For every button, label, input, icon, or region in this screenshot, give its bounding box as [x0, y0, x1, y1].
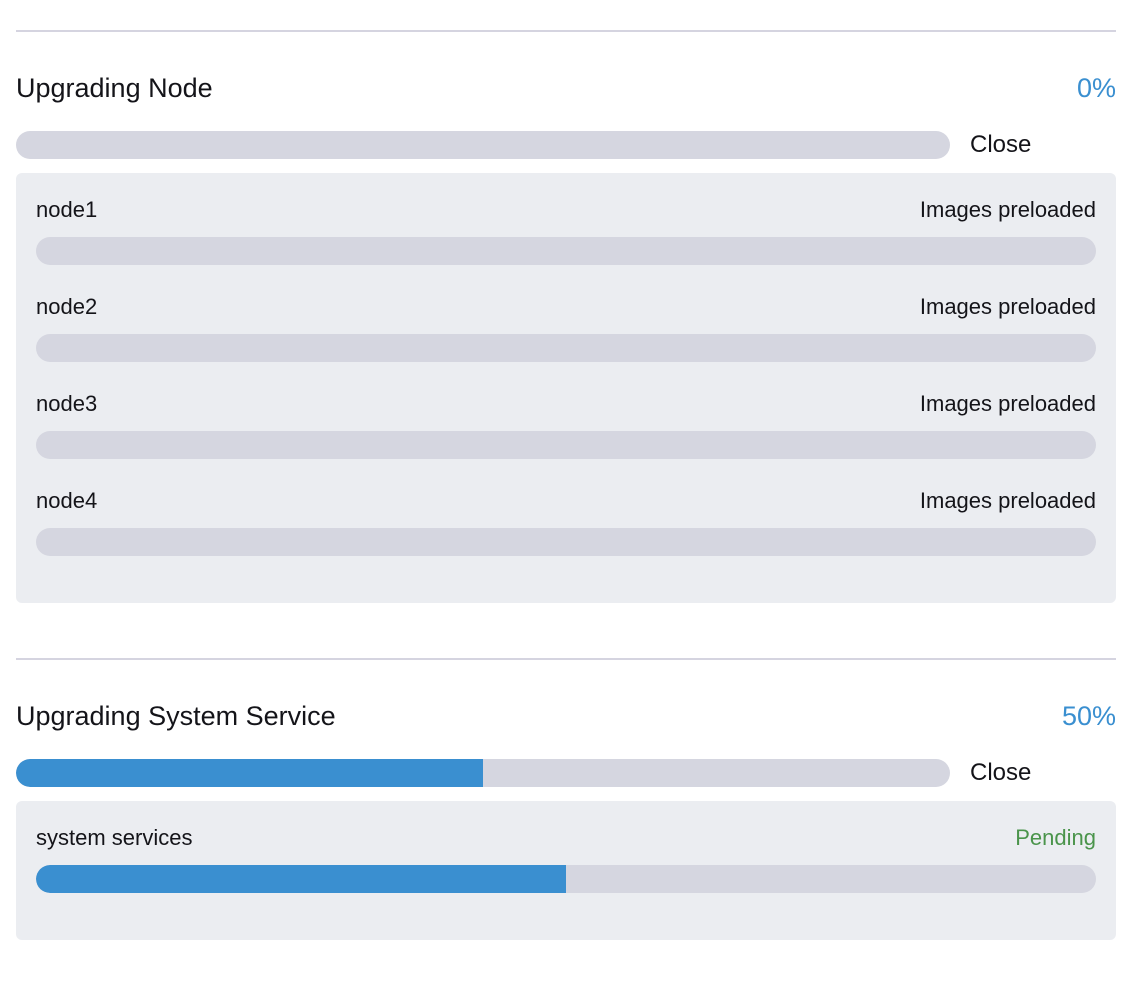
node-name-label: node4 [36, 488, 98, 513]
node-name-label: node2 [36, 294, 98, 319]
node-status-label: Images preloaded [919, 391, 1096, 416]
section-title: Upgrading Node [16, 73, 213, 103]
close-button[interactable]: Close [970, 759, 1032, 786]
service-progressbar-fill [36, 865, 566, 893]
node-name-label: node1 [36, 197, 98, 222]
progress-row: node1 Images preloaded [36, 197, 1096, 265]
overall-progressbar [16, 759, 950, 787]
service-progress-panel: system services Pending [16, 801, 1116, 940]
service-status-label: Pending [1015, 825, 1096, 850]
node-name-label: node3 [36, 391, 98, 416]
node-progressbar [36, 431, 1096, 459]
overall-progressbar [16, 131, 950, 159]
node-status-label: Images preloaded [919, 488, 1096, 513]
node-progress-panel: node1 Images preloaded node2 Images prel… [16, 173, 1116, 603]
section-percent: 0% [1076, 73, 1116, 103]
close-button[interactable]: Close [970, 131, 1032, 158]
section-title: Upgrading System Service [16, 701, 336, 731]
section-divider [16, 658, 1116, 660]
progress-row: system services Pending [36, 825, 1096, 893]
service-name-label: system services [36, 825, 193, 850]
node-progressbar [36, 237, 1096, 265]
upgrade-node-section: Upgrading Node 0% Close node1 Images pre… [0, 70, 1132, 603]
progress-row: node4 Images preloaded [36, 488, 1096, 556]
section-divider [16, 30, 1116, 32]
overall-progressbar-fill [16, 759, 483, 787]
node-status-label: Images preloaded [919, 294, 1096, 319]
section-percent: 50% [1061, 701, 1116, 731]
progress-row: node3 Images preloaded [36, 391, 1096, 459]
upgrade-system-service-section: Upgrading System Service 50% Close syste… [0, 698, 1132, 940]
node-progressbar [36, 334, 1096, 362]
service-progressbar [36, 865, 1096, 893]
node-progressbar [36, 528, 1096, 556]
progress-row: node2 Images preloaded [36, 294, 1096, 362]
node-status-label: Images preloaded [919, 197, 1096, 222]
